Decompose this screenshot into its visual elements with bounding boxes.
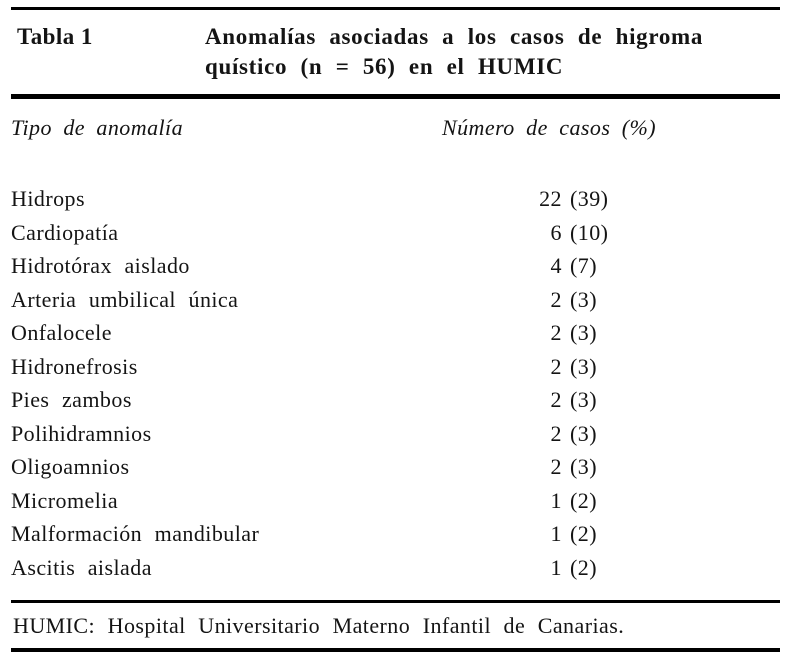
row-value: 2 (3): [442, 283, 597, 317]
row-pct: (7): [570, 253, 597, 278]
row-pct: (39): [570, 186, 609, 211]
row-value: 4 (7): [442, 249, 597, 283]
row-value: 2 (3): [442, 417, 597, 451]
row-casos: 2: [550, 420, 562, 446]
table-row: Hidrotórax aislado 4 (7): [11, 249, 780, 283]
table-row: Onfalocele 2 (3): [11, 316, 780, 350]
row-tipo: Hidrops: [11, 186, 85, 211]
row-tipo: Micromelia: [11, 487, 119, 513]
column-header-tipo: Tipo de anomalía: [11, 115, 184, 140]
row-pct: (3): [570, 320, 597, 345]
row-casos: 2: [550, 454, 562, 479]
row-value: 2 (3): [442, 350, 597, 384]
row-casos: 1: [550, 554, 562, 580]
row-tipo: Cardiopatía: [11, 219, 119, 245]
row-pct: (3): [570, 286, 597, 312]
row-value: 1 (2): [442, 484, 597, 518]
table-row: Hidrops 22 (39): [11, 182, 780, 216]
row-tipo: Hidrotórax aislado: [11, 253, 190, 278]
table-body: Hidrops 22 (39) Cardiopatía 6 (10) Hidro…: [11, 182, 780, 584]
row-pct: (3): [570, 353, 597, 379]
table-row: Pies zambos 2 (3): [11, 383, 780, 417]
row-value: 22 (39): [442, 182, 608, 216]
row-tipo: Polihidramnios: [11, 420, 152, 446]
row-pct: (10): [570, 219, 609, 245]
row-casos: 22: [539, 186, 562, 211]
row-value: 2 (3): [442, 383, 597, 417]
row-value: 2 (3): [442, 450, 597, 484]
row-tipo: Hidronefrosis: [11, 353, 138, 379]
table-row: Malformación mandibular 1 (2): [11, 517, 780, 551]
table-footnote: HUMIC: Hospital Universitario Materno In…: [13, 613, 625, 638]
header-rule: [11, 94, 780, 99]
row-casos: 2: [550, 286, 562, 312]
row-casos: 2: [550, 387, 562, 412]
row-pct: (3): [570, 454, 597, 479]
column-header-row: Tipo de anomalía Número de casos (%): [11, 115, 780, 141]
table-row: Ascitis aislada 1 (2): [11, 551, 780, 585]
table-row: Micromelia 1 (2): [11, 484, 780, 518]
row-pct: (2): [570, 521, 597, 546]
row-tipo: Onfalocele: [11, 320, 112, 345]
row-value: 2 (3): [442, 316, 597, 350]
row-casos: 1: [550, 487, 562, 513]
table-title-line-2: quístico (n = 56) en el HUMIC: [205, 54, 564, 79]
table-row: Oligoamnios 2 (3): [11, 450, 780, 484]
bottom-rule: [11, 648, 780, 652]
column-header-casos: Número de casos (%): [442, 115, 657, 140]
row-tipo: Pies zambos: [11, 387, 132, 412]
table-header: Tabla 1 Anomalías asociadas a los casos …: [11, 10, 780, 94]
row-tipo: Ascitis aislada: [11, 554, 152, 580]
row-tipo: Arteria umbilical única: [11, 286, 239, 312]
row-casos: 1: [550, 521, 562, 546]
row-value: 1 (2): [442, 551, 597, 585]
row-tipo: Malformación mandibular: [11, 521, 260, 546]
row-casos: 2: [550, 353, 562, 379]
table-title: Anomalías asociadas a los casos de higro…: [205, 22, 780, 82]
top-rule: [11, 7, 780, 10]
footnote-rule: [11, 600, 780, 603]
table-title-line-1: Anomalías asociadas a los casos de higro…: [205, 24, 704, 49]
row-tipo: Oligoamnios: [11, 454, 130, 479]
table-row: Cardiopatía 6 (10): [11, 216, 780, 250]
row-value: 6 (10): [442, 216, 608, 250]
row-casos: 2: [550, 320, 562, 345]
table-row: Arteria umbilical única 2 (3): [11, 283, 780, 317]
table-number-label: Tabla 1: [17, 24, 93, 49]
row-pct: (2): [570, 487, 597, 513]
table-content: Tabla 1 Anomalías asociadas a los casos …: [11, 7, 780, 652]
row-pct: (3): [570, 420, 597, 446]
table-row: Polihidramnios 2 (3): [11, 417, 780, 451]
row-casos: 6: [550, 219, 562, 245]
row-pct: (2): [570, 554, 597, 580]
row-pct: (3): [570, 387, 597, 412]
table-row: Hidronefrosis 2 (3): [11, 350, 780, 384]
row-casos: 4: [550, 253, 562, 278]
row-value: 1 (2): [442, 517, 597, 551]
